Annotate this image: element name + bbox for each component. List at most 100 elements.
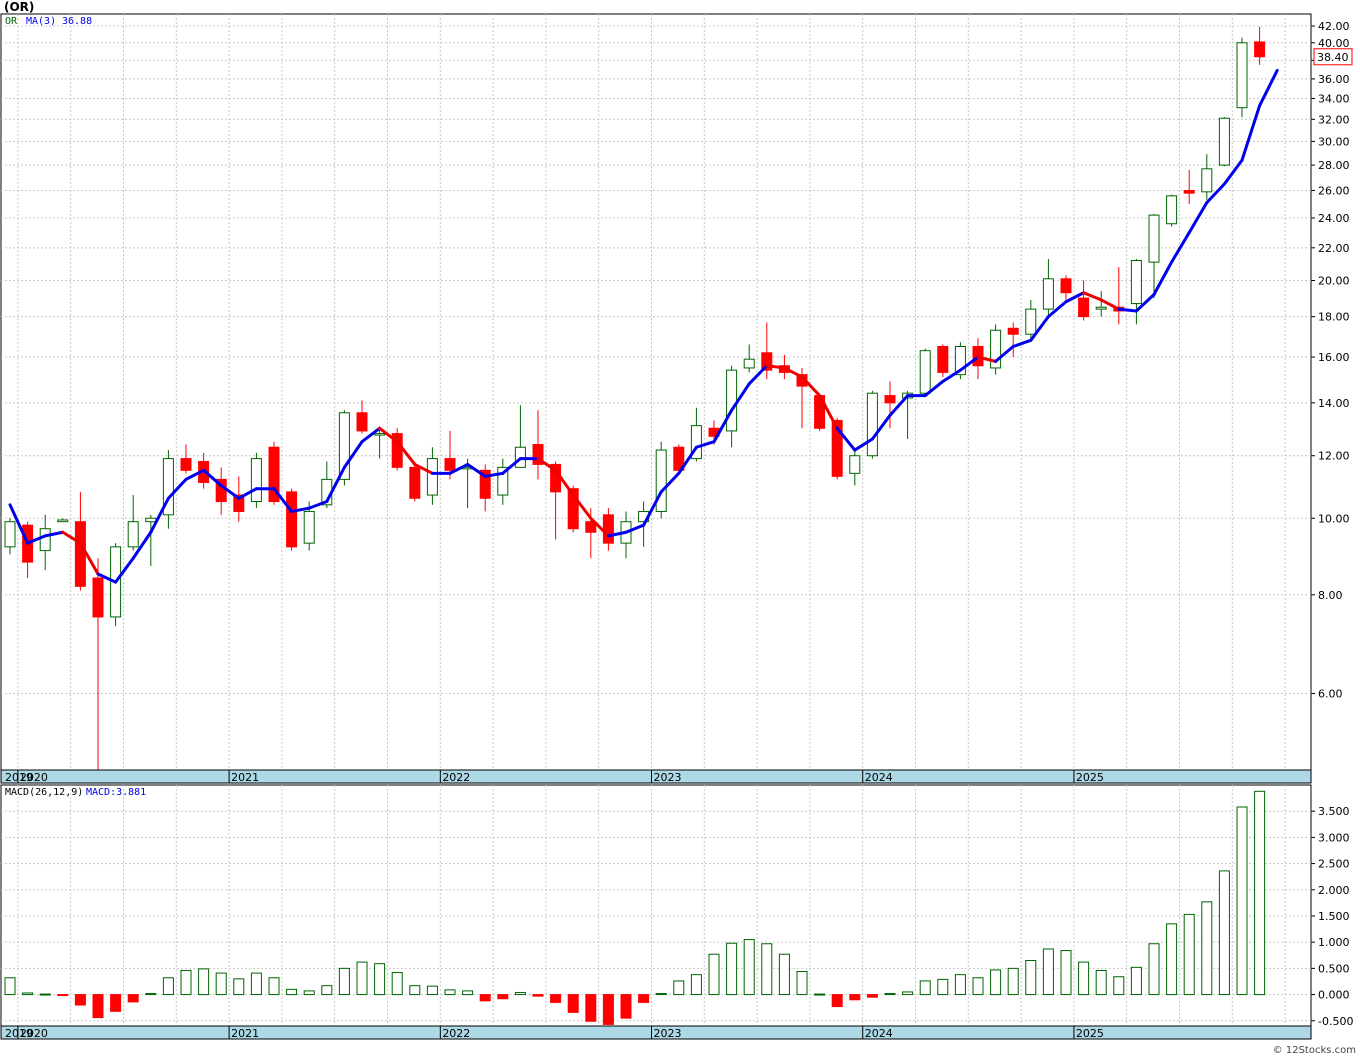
macd-bar	[778, 953, 790, 996]
macd-bar	[321, 985, 333, 996]
candle-body	[1183, 190, 1195, 194]
ma-segment	[536, 457, 558, 472]
ma-segment	[606, 530, 628, 538]
price-tick-label: 22.00	[1318, 242, 1350, 255]
candle-body	[761, 352, 773, 371]
macd-bar	[162, 977, 174, 996]
macd-year-label: 2023	[654, 1027, 682, 1040]
ma-segment	[166, 477, 188, 500]
macd-bar	[1113, 976, 1125, 996]
macd-legend: MACD(26,12,9) MACD:3.881	[5, 787, 146, 798]
ma-segment	[1046, 300, 1068, 319]
macd-bar	[127, 994, 139, 1003]
macd-tick-label: 3.000	[1318, 831, 1350, 844]
ma-segment	[1099, 298, 1121, 311]
candle-body	[849, 455, 861, 474]
macd-bar	[814, 993, 826, 996]
macd-bar	[937, 978, 949, 996]
macd-bars	[4, 790, 1266, 1025]
ma-segment	[237, 487, 258, 500]
moving-average-line	[8, 68, 1279, 584]
ma-segment	[307, 500, 329, 510]
candle-body	[479, 469, 491, 499]
macd-year-label: 2025	[1076, 1027, 1104, 1040]
macd-tick-label: 0.000	[1318, 989, 1350, 1002]
ma-segment	[78, 541, 100, 576]
price-year-label: 2020	[20, 771, 48, 784]
ma-segment	[694, 440, 716, 449]
candle-body	[1007, 327, 1019, 335]
macd-bar	[233, 978, 245, 996]
candle-body	[954, 345, 966, 376]
ma-segment	[96, 572, 118, 584]
macd-bar	[1254, 790, 1266, 996]
macd-tick-label: 0.500	[1318, 962, 1350, 975]
price-y-axis: 6.00 8.00 10.00 12.00 14.00 16.00 18.00 20.00 22…	[1311, 20, 1350, 700]
ma-segment	[870, 413, 892, 441]
price-year-label: 2025	[1076, 771, 1104, 784]
macd-bar	[902, 991, 914, 996]
ma-segment	[1187, 201, 1209, 235]
ma-segment	[571, 493, 593, 520]
macd-bar	[479, 994, 491, 1002]
legend-macd-value: MACD:3.881	[86, 787, 146, 798]
price-tick-label: 28.00	[1318, 159, 1350, 172]
candle-body	[1025, 308, 1037, 335]
macd-bar	[673, 980, 685, 996]
macd-bar	[1130, 966, 1142, 996]
candle-body	[1166, 195, 1178, 225]
price-panel: 6.00 8.00 10.00 12.00 14.00 16.00 18.00 20.00 22…	[0, 13, 1353, 784]
macd-bar	[198, 968, 210, 996]
macd-bar	[1025, 960, 1037, 996]
price-year-label: 2023	[654, 771, 682, 784]
candle-body	[585, 521, 597, 533]
ma-segment	[61, 530, 82, 545]
macd-bar	[1095, 969, 1107, 996]
price-tick-label: 42.00	[1318, 20, 1350, 33]
macd-bar	[250, 972, 262, 996]
macd-bar	[391, 972, 403, 996]
macd-bar	[620, 994, 632, 1019]
price-tick-label: 30.00	[1318, 135, 1350, 148]
ma-segment	[360, 426, 382, 444]
ma-segment	[1117, 307, 1138, 313]
macd-band-bg	[0, 1025, 1312, 1040]
price-tick-label: 14.00	[1318, 397, 1350, 410]
macd-bar	[602, 994, 614, 1025]
ma-segment	[554, 468, 575, 497]
macd-bar	[356, 961, 368, 996]
macd-y-axis: -0.500 0.000 0.500 1.000 1.500 2.000 2.500 3.00…	[1311, 805, 1353, 1028]
ma-segment	[448, 462, 470, 475]
price-band-bg	[0, 769, 1312, 784]
ma-segment	[1064, 291, 1086, 304]
candle-body	[338, 412, 350, 480]
macd-bar	[74, 994, 86, 1006]
candle-body	[1148, 214, 1160, 263]
macd-bar	[1060, 950, 1072, 996]
candle-body	[92, 577, 104, 618]
price-tick-label: 32.00	[1318, 113, 1350, 126]
candle-body	[233, 494, 245, 512]
price-tick-label: 6.00	[1318, 687, 1343, 700]
candle-body	[532, 443, 544, 465]
price-legend: OR MA(3) 36.88	[5, 16, 92, 27]
price-year-label: 2024	[865, 771, 893, 784]
ma-segment	[202, 468, 223, 488]
macd-bar	[1078, 961, 1090, 996]
macd-bar	[585, 994, 597, 1022]
ma-segment	[659, 471, 681, 494]
macd-bar	[514, 991, 526, 996]
candle-body	[655, 449, 667, 512]
macd-bar	[726, 942, 738, 996]
candle-body	[409, 466, 421, 499]
candle-body	[1236, 42, 1248, 109]
price-year-label: 2021	[231, 771, 259, 784]
macd-bar	[567, 994, 579, 1013]
candle-body	[884, 395, 896, 404]
ma-segment	[624, 523, 646, 534]
macd-bar	[990, 969, 1002, 996]
macd-bar	[462, 990, 474, 996]
macd-bar	[831, 994, 843, 1008]
